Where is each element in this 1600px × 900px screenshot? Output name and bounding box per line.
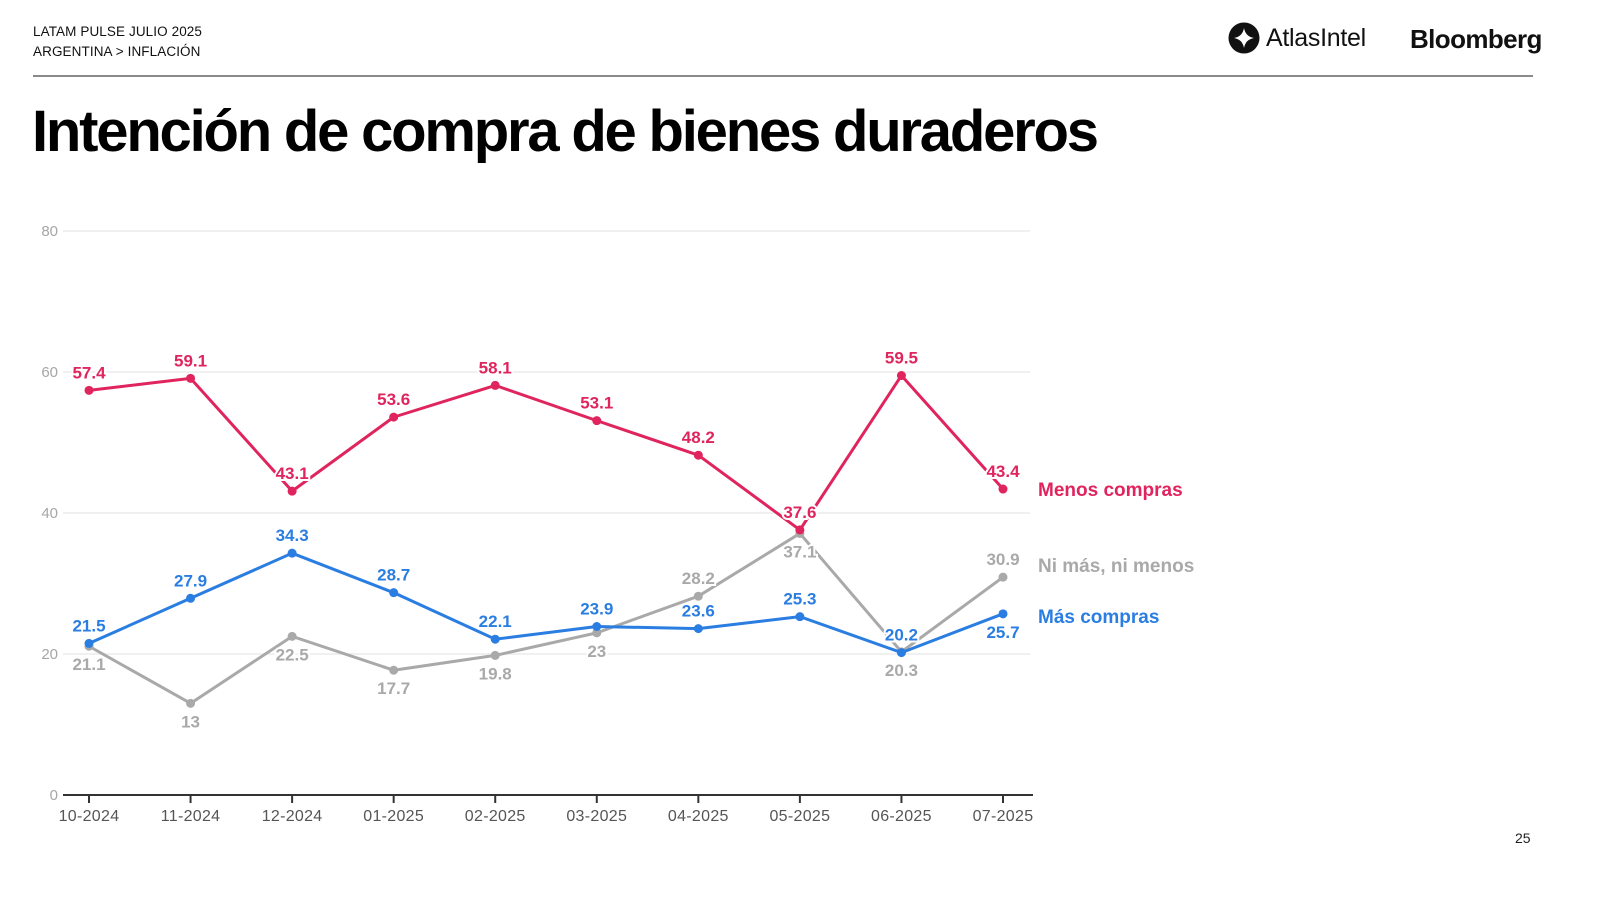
data-point-ni-mas-ni-menos xyxy=(592,628,602,638)
series-ni-mas-ni-menos xyxy=(84,528,1008,708)
y-tick-label: 60 xyxy=(41,364,58,381)
atlasintel-logo: AtlasIntel xyxy=(1228,22,1366,54)
series-menos-compras xyxy=(84,371,1008,535)
data-label-mas-compras: 23.9 xyxy=(580,600,613,619)
x-tick-label: 07-2025 xyxy=(973,808,1034,825)
data-point-mas-compras xyxy=(287,548,297,558)
series-line-ni-mas-ni-menos xyxy=(88,531,1004,705)
series-line-menos-compras xyxy=(88,374,1005,532)
data-point-ni-mas-ni-menos xyxy=(490,650,500,660)
x-tick-label: 10-2024 xyxy=(59,808,120,825)
y-tick-label: 40 xyxy=(41,505,58,522)
data-point-menos-compras xyxy=(693,450,703,460)
data-point-mas-compras xyxy=(592,622,602,632)
data-label-menos-compras: 43.1 xyxy=(276,464,309,483)
legend-item-mas-compras: Más compras xyxy=(1038,607,1159,628)
data-label-menos-compras: 43.4 xyxy=(986,462,1020,481)
legend-item-menos-compras: Menos compras xyxy=(1038,480,1183,501)
bloomberg-logo: Bloomberg xyxy=(1410,24,1542,54)
data-label-menos-compras: 48.2 xyxy=(682,428,715,447)
data-label-menos-compras: 53.6 xyxy=(377,390,410,409)
data-point-mas-compras xyxy=(896,648,906,658)
data-point-mas-compras xyxy=(186,593,196,603)
data-point-mas-compras xyxy=(998,609,1008,619)
atlasintel-wordmark: AtlasIntel xyxy=(1266,23,1366,52)
data-point-ni-mas-ni-menos xyxy=(693,591,703,601)
data-label-mas-compras: 21.5 xyxy=(72,616,105,635)
data-point-menos-compras xyxy=(389,412,399,422)
gridlines xyxy=(63,230,1030,655)
data-label-ni-mas-ni-menos: 21.1 xyxy=(72,655,105,674)
legend: Menos compras Ni más, ni menos Más compras xyxy=(1038,480,1194,628)
data-point-menos-compras xyxy=(795,525,805,535)
data-label-mas-compras: 25.3 xyxy=(783,590,816,609)
series-layer xyxy=(84,371,1008,708)
data-point-menos-compras xyxy=(186,373,196,383)
report-header: LATAM PULSE JULIO 2025 ARGENTINA > INFLA… xyxy=(33,22,202,62)
data-label-mas-compras: 27.9 xyxy=(174,571,207,590)
data-label-ni-mas-ni-menos: 19.8 xyxy=(479,664,512,683)
data-point-mas-compras xyxy=(490,634,500,644)
data-point-menos-compras xyxy=(896,371,906,381)
data-point-mas-compras xyxy=(693,624,703,634)
breadcrumb: ARGENTINA > INFLACIÓN xyxy=(33,44,201,59)
page-number: 25 xyxy=(1515,830,1531,846)
x-tick-label: 03-2025 xyxy=(566,808,627,825)
x-axis: 10-2024 11-2024 12-2024 01-2025 02-2025 03-20… xyxy=(59,794,1034,825)
page-title: Intención de compra de bienes duraderos xyxy=(32,99,1099,164)
x-tick-label: 06-2025 xyxy=(871,808,932,825)
data-label-menos-compras: 57.4 xyxy=(72,363,106,382)
x-tick-label: 04-2025 xyxy=(668,808,729,825)
legend-item-ni-mas-ni-menos: Ni más, ni menos xyxy=(1038,556,1194,577)
y-axis-ticks: 0 20 40 60 80 xyxy=(41,223,58,804)
data-label-menos-compras: 58.1 xyxy=(479,358,512,377)
data-label-ni-mas-ni-menos: 28.2 xyxy=(682,569,715,588)
data-point-menos-compras xyxy=(84,385,94,395)
x-tick-label: 01-2025 xyxy=(363,808,424,825)
data-label-ni-mas-ni-menos: 13 xyxy=(181,712,200,731)
data-point-menos-compras xyxy=(287,486,297,496)
data-label-ni-mas-ni-menos: 17.7 xyxy=(377,679,410,698)
y-tick-label: 0 xyxy=(50,787,58,804)
data-label-menos-compras: 53.1 xyxy=(580,394,613,413)
data-label-mas-compras: 22.1 xyxy=(479,612,512,631)
data-point-ni-mas-ni-menos xyxy=(389,665,399,675)
data-point-mas-compras xyxy=(84,638,94,648)
data-point-mas-compras xyxy=(795,612,805,622)
data-point-ni-mas-ni-menos xyxy=(186,698,196,708)
y-tick-label: 20 xyxy=(41,646,58,663)
data-point-menos-compras xyxy=(490,380,500,390)
x-tick-label: 12-2024 xyxy=(262,808,323,825)
data-label-ni-mas-ni-menos: 30.9 xyxy=(986,550,1019,569)
x-tick-label: 11-2024 xyxy=(161,808,221,825)
data-point-menos-compras xyxy=(998,484,1008,494)
data-point-ni-mas-ni-menos xyxy=(998,572,1008,582)
series-mas-compras xyxy=(84,548,1008,658)
atlasintel-compass-icon xyxy=(1228,22,1260,54)
y-tick-label: 80 xyxy=(41,223,58,240)
header-divider xyxy=(33,75,1533,77)
data-label-menos-compras: 59.5 xyxy=(885,349,918,368)
data-point-ni-mas-ni-menos xyxy=(287,631,297,641)
data-labels-layer: 21.1 13 22.5 17.7 19.8 23 28.2 37.1 20.3 30.9 21.5… xyxy=(70,347,1022,734)
data-label-mas-compras: 20.2 xyxy=(885,626,918,645)
data-label-menos-compras: 37.6 xyxy=(783,503,816,522)
data-label-mas-compras: 28.7 xyxy=(377,566,410,585)
data-label-menos-compras: 59.1 xyxy=(174,351,207,370)
data-label-ni-mas-ni-menos: 23 xyxy=(587,642,606,661)
series-line-mas-compras xyxy=(88,551,1004,655)
data-label-ni-mas-ni-menos: 20.3 xyxy=(885,661,918,680)
x-tick-label: 02-2025 xyxy=(465,808,526,825)
data-point-mas-compras xyxy=(389,588,399,598)
data-point-menos-compras xyxy=(592,416,602,426)
data-label-ni-mas-ni-menos: 22.5 xyxy=(276,645,309,664)
report-name: LATAM PULSE JULIO 2025 xyxy=(33,24,203,39)
data-label-mas-compras: 34.3 xyxy=(276,526,309,545)
data-label-mas-compras: 23.6 xyxy=(682,602,715,621)
data-label-mas-compras: 25.7 xyxy=(986,623,1019,642)
data-label-ni-mas-ni-menos: 37.1 xyxy=(783,542,816,561)
x-tick-label: 05-2025 xyxy=(769,808,830,825)
